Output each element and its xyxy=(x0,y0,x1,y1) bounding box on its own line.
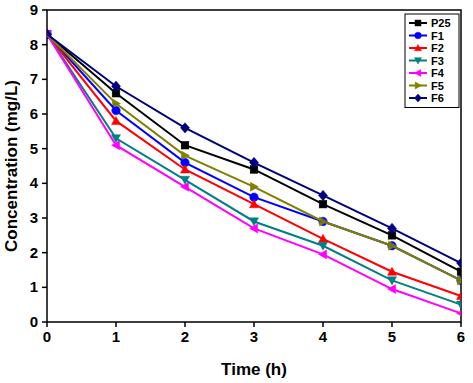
legend-box xyxy=(405,14,459,108)
legend-marker xyxy=(415,70,421,77)
y-tick xyxy=(42,217,47,219)
series-line xyxy=(47,34,461,271)
y-tick-label: 3 xyxy=(30,209,38,226)
y-tick xyxy=(42,113,47,115)
x-tick xyxy=(391,322,393,327)
legend-marker xyxy=(415,32,422,39)
series-line xyxy=(47,34,461,304)
series-group xyxy=(47,29,461,318)
x-tick xyxy=(253,322,255,327)
series-line xyxy=(47,34,461,280)
y-tick-label: 0 xyxy=(30,313,38,330)
legend-label: F1 xyxy=(431,30,444,42)
x-axis-label: Time (h) xyxy=(221,360,287,379)
legend-marker xyxy=(415,20,421,26)
legend-label: F5 xyxy=(431,80,444,92)
plot-frame xyxy=(47,10,461,322)
y-tick xyxy=(42,79,47,81)
y-tick xyxy=(42,9,47,11)
legend-label: F6 xyxy=(431,92,444,104)
x-tick xyxy=(460,322,462,327)
y-tick-label: 9 xyxy=(30,1,38,18)
y-tick xyxy=(42,321,47,323)
x-tick-label: 4 xyxy=(319,328,328,345)
y-tick-label: 4 xyxy=(30,174,39,191)
y-tick xyxy=(42,148,47,150)
legend-label: F4 xyxy=(431,67,445,79)
y-tick-label: 8 xyxy=(30,36,38,53)
legend-label: F2 xyxy=(431,42,444,54)
y-tick-label: 1 xyxy=(30,278,38,295)
y-tick xyxy=(42,252,47,254)
x-tick-label: 5 xyxy=(388,328,396,345)
legend-label: P25 xyxy=(431,17,451,29)
legend-marker xyxy=(415,58,422,64)
y-tick xyxy=(42,183,47,185)
legend-label: F3 xyxy=(431,55,444,67)
x-tick xyxy=(115,322,117,327)
y-tick xyxy=(42,44,47,46)
y-tick-label: 5 xyxy=(30,140,38,157)
series-line xyxy=(47,34,461,313)
x-tick xyxy=(184,322,186,327)
y-axis-label: Concentration (mg/L) xyxy=(2,80,21,252)
x-tick-label: 6 xyxy=(457,328,465,345)
x-tick-label: 0 xyxy=(43,328,51,345)
legend-marker xyxy=(415,94,422,102)
x-tick-label: 2 xyxy=(181,328,189,345)
y-tick xyxy=(42,287,47,289)
legend-marker xyxy=(415,45,422,51)
x-tick xyxy=(322,322,324,327)
series-line xyxy=(47,34,461,280)
legend-marker xyxy=(415,82,421,89)
y-tick-label: 6 xyxy=(30,105,38,122)
x-tick-label: 3 xyxy=(250,328,258,345)
series-line xyxy=(47,34,461,263)
y-tick-label: 7 xyxy=(30,70,38,87)
legend: P25F1F2F3F4F5F6 xyxy=(405,14,459,108)
chart: 0 1 2 3 4 5 6 0 1 2 3 4 5 6 7 8 9 Time (h) Concentration (… xyxy=(0,0,473,383)
x-tick-label: 1 xyxy=(112,328,120,345)
series-line xyxy=(47,34,461,296)
y-tick-label: 2 xyxy=(30,244,38,261)
